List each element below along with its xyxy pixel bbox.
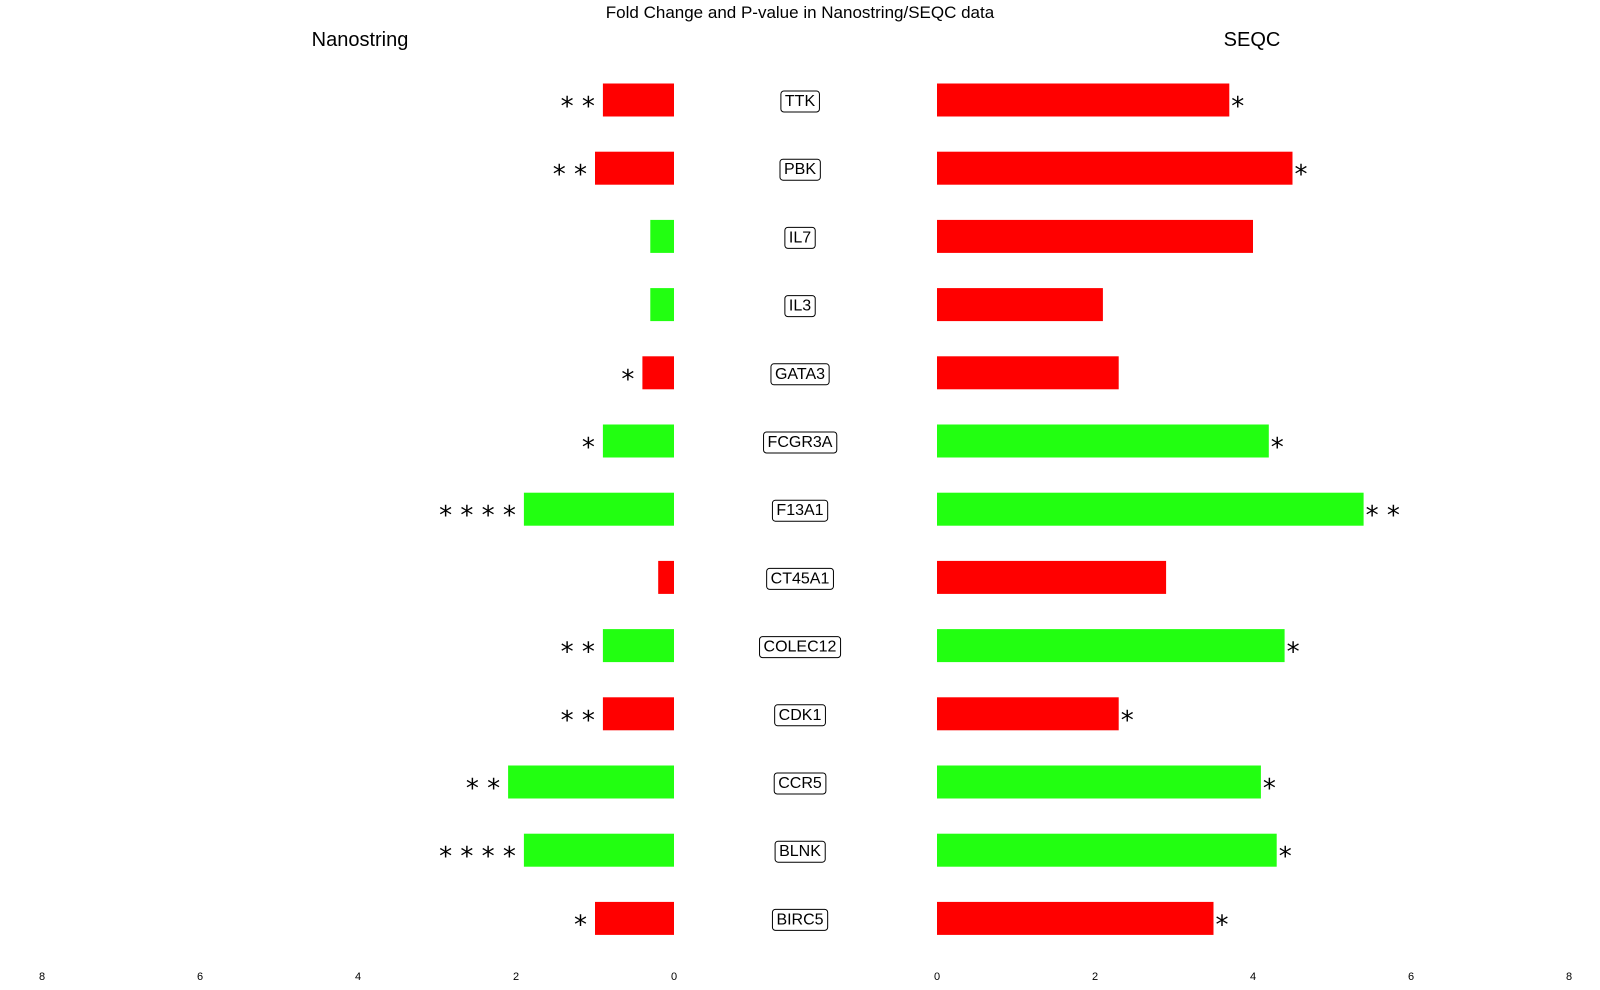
gene-label-box-ttk xyxy=(780,90,820,113)
seqc-bar-colec12 xyxy=(937,629,1285,663)
seqc-significance-birc5: * xyxy=(1216,910,1229,940)
seqc-tick-label: 2 xyxy=(1092,971,1098,983)
seqc-tick-label: 0 xyxy=(934,971,940,983)
nanostring-bar-ttk xyxy=(602,83,674,117)
seqc-bar-blnk xyxy=(937,833,1277,867)
nanostring-bar-colec12 xyxy=(602,629,674,663)
nanostring-bar-f13a1 xyxy=(523,492,674,526)
nanostring-tick-label: 4 xyxy=(355,971,361,983)
seqc-significance-pbk: * xyxy=(1295,160,1308,190)
nanostring-tick-label: 2 xyxy=(513,971,519,983)
gene-label-il3: IL3 xyxy=(789,298,811,315)
nanostring-bar-blnk xyxy=(523,833,674,867)
seqc-significance-blnk: * xyxy=(1279,842,1292,872)
seqc-bar-pbk xyxy=(937,151,1293,185)
nanostring-significance-gata3: * xyxy=(621,365,634,395)
gene-label-pbk: PBK xyxy=(784,161,816,178)
seqc-significance-colec12: * xyxy=(1287,638,1300,668)
nanostring-significance-cdk1: * * xyxy=(561,706,595,736)
nanostring-significance-fcgr3a: * xyxy=(582,433,595,463)
nanostring-significance-colec12: * * xyxy=(561,638,595,668)
nanostring-tick-label: 6 xyxy=(197,971,203,983)
seqc-significance-ccr5: * xyxy=(1263,774,1276,804)
seqc-significance-fcgr3a: * xyxy=(1271,433,1284,463)
seqc-significance-cdk1: * xyxy=(1121,706,1134,736)
gene-label-box-il3 xyxy=(784,295,816,318)
gene-label-box-f13a1 xyxy=(771,499,829,522)
seqc-bar-il7 xyxy=(937,219,1253,253)
nanostring-bar-pbk xyxy=(595,151,674,185)
gene-label-box-cdk1 xyxy=(774,704,826,727)
seqc-significance-ttk: * xyxy=(1231,92,1244,122)
gene-label-fcgr3a: FCGR3A xyxy=(768,434,833,451)
nanostring-significance-ccr5: * * xyxy=(466,774,500,804)
gene-label-box-birc5 xyxy=(771,908,829,931)
nanostring-significance-pbk: * * xyxy=(553,160,587,190)
nanostring-bar-fcgr3a xyxy=(602,424,674,458)
chart-marks: * * TTK * * * PBK * IL7 IL3 * GATA3 * FCGR3A * * * * … xyxy=(39,83,1572,983)
seqc-tick-label: 8 xyxy=(1566,971,1572,983)
nanostring-significance-f13a1: * * * * xyxy=(439,501,516,531)
seqc-bar-fcgr3a xyxy=(937,424,1269,458)
seqc-bar-gata3 xyxy=(937,356,1119,390)
gene-label-colec12: COLEC12 xyxy=(764,639,837,656)
gene-label-box-ccr5 xyxy=(773,772,827,795)
seqc-tick-label: 4 xyxy=(1250,971,1256,983)
seqc-bar-ccr5 xyxy=(937,765,1261,799)
seqc-tick-label: 6 xyxy=(1408,971,1414,983)
seqc-bar-ttk xyxy=(937,83,1230,117)
gene-label-birc5: BIRC5 xyxy=(776,911,823,928)
gene-label-box-il7 xyxy=(784,226,816,249)
seqc-bar-il3 xyxy=(937,288,1103,322)
nanostring-significance-birc5: * xyxy=(574,910,587,940)
nanostring-tick-label: 8 xyxy=(39,971,45,983)
gene-label-blnk: BLNK xyxy=(779,843,821,860)
seqc-panel-title: SEQC xyxy=(1224,29,1281,51)
nanostring-tick-label: 0 xyxy=(671,971,677,983)
seqc-bar-birc5 xyxy=(937,901,1214,935)
gene-label-box-ct45a1 xyxy=(766,567,834,590)
nanostring-significance-ttk: * * xyxy=(561,92,595,122)
seqc-bar-f13a1 xyxy=(937,492,1364,526)
seqc-bar-cdk1 xyxy=(937,697,1119,731)
gene-label-il7: IL7 xyxy=(789,229,811,246)
gene-label-box-gata3 xyxy=(770,363,830,386)
nanostring-bar-il7 xyxy=(650,219,674,253)
gene-label-gata3: GATA3 xyxy=(775,366,825,383)
nanostring-panel-title: Nanostring xyxy=(312,29,409,51)
gene-label-box-blnk xyxy=(774,840,826,863)
nanostring-bar-ccr5 xyxy=(508,765,674,799)
gene-label-box-pbk xyxy=(779,158,821,181)
gene-label-ct45a1: CT45A1 xyxy=(771,570,830,587)
nanostring-bar-birc5 xyxy=(595,901,674,935)
seqc-significance-f13a1: * * xyxy=(1366,501,1400,531)
nanostring-bar-il3 xyxy=(650,288,674,322)
gene-label-box-colec12 xyxy=(759,636,842,659)
nanostring-bar-cdk1 xyxy=(602,697,674,731)
gene-label-cdk1: CDK1 xyxy=(779,707,822,724)
nanostring-significance-blnk: * * * * xyxy=(439,842,516,872)
seqc-bar-ct45a1 xyxy=(937,560,1167,594)
gene-label-ccr5: CCR5 xyxy=(778,775,822,792)
chart-title: Fold Change and P-value in Nanostring/SE… xyxy=(606,3,995,22)
nanostring-bar-gata3 xyxy=(642,356,674,390)
nanostring-bar-ct45a1 xyxy=(658,560,674,594)
gene-label-f13a1: F13A1 xyxy=(776,502,823,519)
gene-label-ttk: TTK xyxy=(785,93,816,110)
gene-label-box-fcgr3a xyxy=(763,431,838,454)
